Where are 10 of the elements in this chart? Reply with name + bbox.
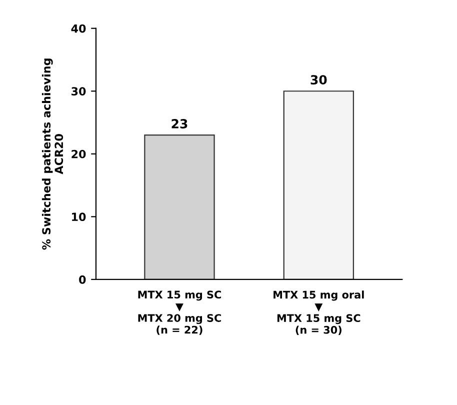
y-tick-label: 20 — [72, 150, 86, 158]
y-tick-label: 30 — [72, 87, 86, 96]
y-axis-title: % Switched patients achieving ACR20 — [42, 58, 64, 250]
x-tick-label: MTX 15 mg SC ▼ MTX 20 mg SC (n = 22) — [138, 290, 221, 335]
x-tick-label: MTX 15 mg oral ▼ MTX 15 mg SC (n = 30) — [274, 290, 364, 336]
data-label: 23 — [172, 119, 188, 128]
y-tick-label: 0 — [79, 275, 86, 284]
y-tick-label: 40 — [71, 24, 86, 33]
data-label: 30 — [310, 75, 327, 85]
y-tick-label: 10 — [72, 212, 86, 222]
